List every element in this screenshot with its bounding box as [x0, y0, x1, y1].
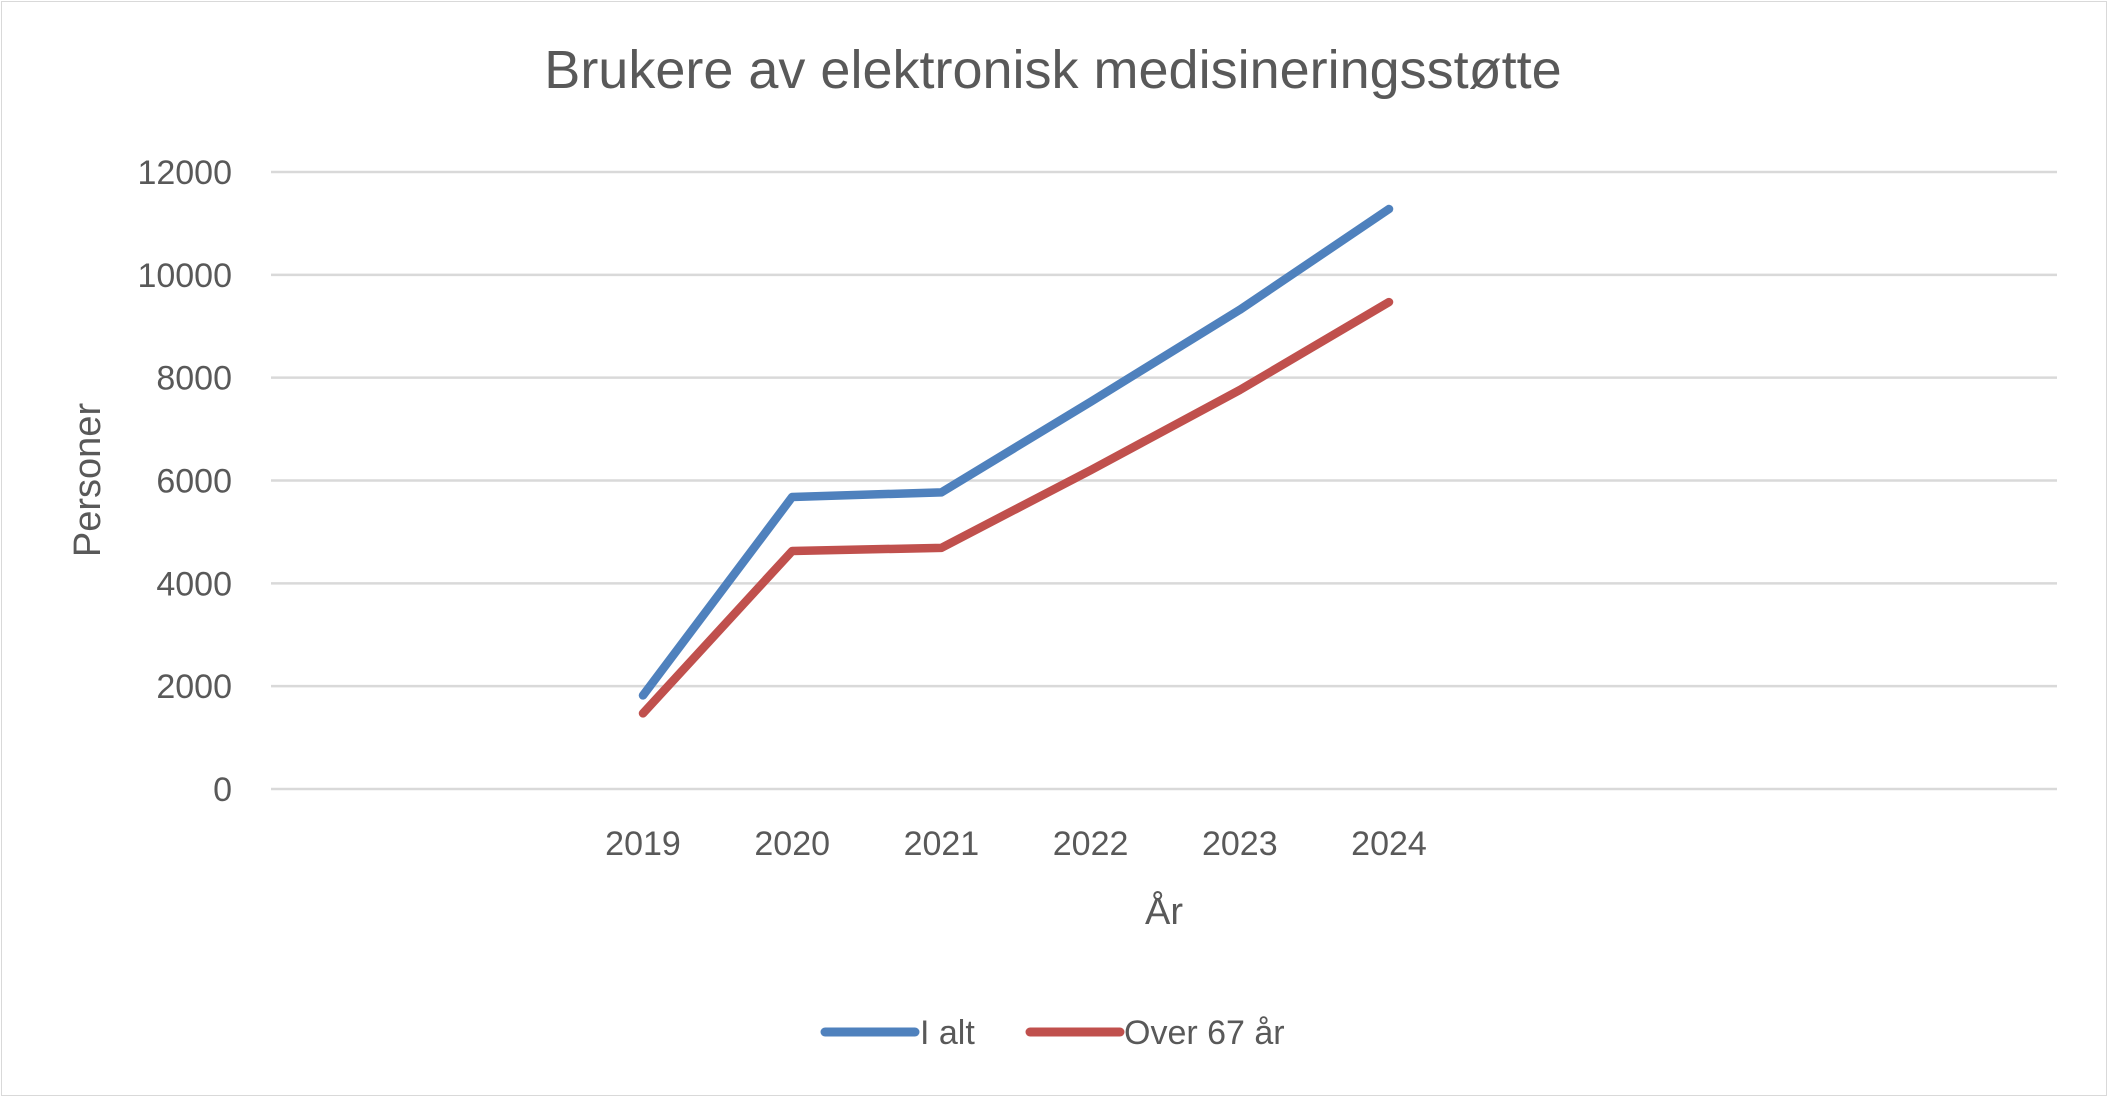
x-tick-label: 2022 [1053, 825, 1129, 863]
y-axis-title: Personer [67, 403, 109, 558]
y-tick-label: 10000 [137, 257, 232, 295]
x-tick-label: 2019 [605, 825, 681, 863]
legend-label: I alt [920, 1014, 975, 1052]
chart-title: Brukere av elektronisk medisineringsstøt… [544, 40, 1561, 100]
y-tick-label: 6000 [156, 463, 232, 501]
y-tick-label: 0 [213, 771, 232, 809]
series-line-0 [638, 204, 1394, 700]
y-tick-label: 8000 [156, 360, 232, 398]
legend-label: Over 67 år [1124, 1014, 1285, 1052]
y-tick-label: 4000 [156, 565, 232, 603]
x-tick-label: 2020 [754, 825, 830, 863]
x-tick-label: 2024 [1351, 825, 1427, 863]
series-line-1 [638, 297, 1394, 718]
x-axis-title: År [1145, 889, 1183, 933]
y-axis-ticks: 0 2000 4000 6000 8000 10000 12000 [137, 154, 232, 809]
x-axis-ticks: 2019 2020 2021 2022 2023 2024 [605, 825, 1427, 863]
y-tick-label: 2000 [156, 668, 232, 706]
gridlines [271, 170, 2057, 791]
series-lines [638, 204, 1394, 718]
x-tick-label: 2023 [1202, 825, 1278, 863]
y-tick-label: 12000 [137, 154, 232, 192]
legend: I alt Over 67 år [820, 1014, 1285, 1052]
x-tick-label: 2021 [904, 825, 980, 863]
